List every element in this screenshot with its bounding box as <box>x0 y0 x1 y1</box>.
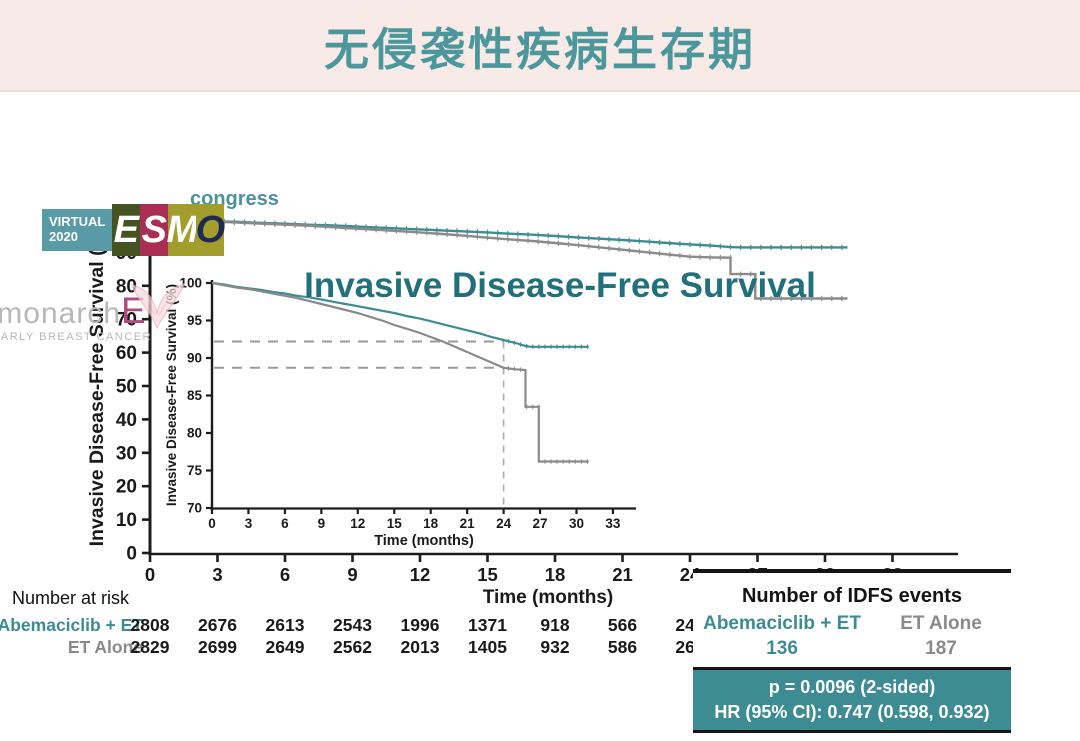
main-y-tick-label: 10 <box>116 510 137 531</box>
inset-y-tick-label: 95 <box>187 313 203 328</box>
risk-value: 2676 <box>198 615 237 635</box>
inset-y-tick-label: 90 <box>187 351 202 366</box>
main-y-tick-label: 0 <box>126 544 137 565</box>
risk-value: 2562 <box>333 637 372 657</box>
inset-x-tick-label: 3 <box>245 516 253 531</box>
page-title: Invasive Disease-Free Survival <box>304 266 816 305</box>
slide-title: 无侵袭性疾病生存期 <box>323 23 756 75</box>
slide-title-banner: 无侵袭性疾病生存期 <box>0 0 1080 92</box>
km-curve-et-alone-inset <box>211 281 589 463</box>
inset-x-tick-label: 24 <box>496 516 512 531</box>
inset-y-tick-label: 80 <box>187 426 202 441</box>
risk-row-label: Abemaciclib + ET <box>0 615 143 635</box>
inset-x-tick-label: 9 <box>318 516 326 531</box>
esmo-virtual-badge: VIRTUAL 2020 <box>42 209 113 251</box>
main-x-tick-label: 12 <box>410 564 431 585</box>
esmo-letter-e: E <box>112 204 141 256</box>
inset-x-tick-label: 6 <box>281 516 289 531</box>
stats-events-et-alone: 187 <box>925 638 957 659</box>
inset-x-tick-label: 27 <box>533 516 548 531</box>
stats-pvalue-hr-box: p = 0.0096 (2-sided) HR (95% CI): 0.747 … <box>693 667 1011 734</box>
inset-x-tick-label: 21 <box>460 516 476 531</box>
risk-value: 2829 <box>131 637 170 657</box>
risk-value: 932 <box>540 637 569 657</box>
main-y-axis-title: Invasive Disease-Free Survival (%) <box>86 226 108 547</box>
stats-arm-label-et-alone: ET Alone <box>900 613 982 634</box>
inset-y-tick-label: 75 <box>187 463 203 478</box>
risk-row-label: ET Alone <box>68 637 143 657</box>
monarch-wordmark: monarch <box>0 297 122 330</box>
stats-header: Number of IDFS events <box>741 585 963 607</box>
main-x-axis-title: Time (months) <box>483 587 614 608</box>
main-x-tick-label: 18 <box>545 564 566 585</box>
main-x-tick-label: 15 <box>477 564 498 585</box>
esmo-letter-o: O <box>196 204 225 256</box>
inset-y-tick-label: 85 <box>187 388 203 403</box>
main-x-tick-label: 3 <box>212 564 222 585</box>
risk-value: 2649 <box>266 637 305 657</box>
esmo-logo: congress VIRTUAL 2020 E S M O <box>42 188 279 256</box>
risk-value: 2613 <box>266 615 305 635</box>
inset-x-tick-label: 30 <box>569 516 584 531</box>
main-x-tick-label: 9 <box>347 564 357 585</box>
inset-x-tick-label: 0 <box>208 516 216 531</box>
risk-value: 566 <box>608 615 637 635</box>
stats-hazard-ratio: HR (95% CI): 0.747 (0.598, 0.932) <box>714 702 990 723</box>
main-y-tick-label: 50 <box>116 377 137 398</box>
stats-p-value: p = 0.0096 (2-sided) <box>768 677 936 697</box>
stats-arm-label-abemaciclib: Abemaciclib + ET <box>703 613 861 634</box>
risk-value: 1996 <box>401 615 440 635</box>
stats-events-abemaciclib: 136 <box>766 638 798 659</box>
inset-x-tick-label: 15 <box>387 516 403 531</box>
inset-x-axis-title: Time (months) <box>374 533 474 549</box>
inset-x-tick-label: 12 <box>350 516 365 531</box>
number-at-risk-title: Number at risk <box>12 588 130 608</box>
main-x-tick-label: 0 <box>145 564 155 585</box>
main-x-tick-label: 21 <box>612 564 633 585</box>
inset-y-tick-label: 70 <box>187 501 202 516</box>
main-y-tick-label: 20 <box>116 477 137 498</box>
risk-value: 2699 <box>198 637 237 657</box>
risk-value: 2808 <box>131 615 170 635</box>
risk-value: 918 <box>540 615 569 635</box>
risk-value: 2543 <box>333 615 372 635</box>
risk-value: 2013 <box>401 637 440 657</box>
risk-value: 1371 <box>468 615 507 635</box>
idfs-events-stats-box: Number of IDFS events Abemaciclib + ET E… <box>693 569 1011 741</box>
butterfly-icon <box>131 283 186 330</box>
inset-x-tick-label: 18 <box>423 516 439 531</box>
esmo-letter-s: S <box>140 204 169 256</box>
risk-value: 586 <box>608 637 637 657</box>
main-y-tick-label: 30 <box>116 443 137 464</box>
risk-value: 1405 <box>468 637 507 657</box>
main-x-tick-label: 6 <box>280 564 290 585</box>
inset-x-tick-label: 33 <box>605 516 621 531</box>
main-y-tick-label: 60 <box>116 343 137 364</box>
esmo-letter-m: M <box>167 204 198 256</box>
main-y-tick-label: 40 <box>116 410 137 431</box>
